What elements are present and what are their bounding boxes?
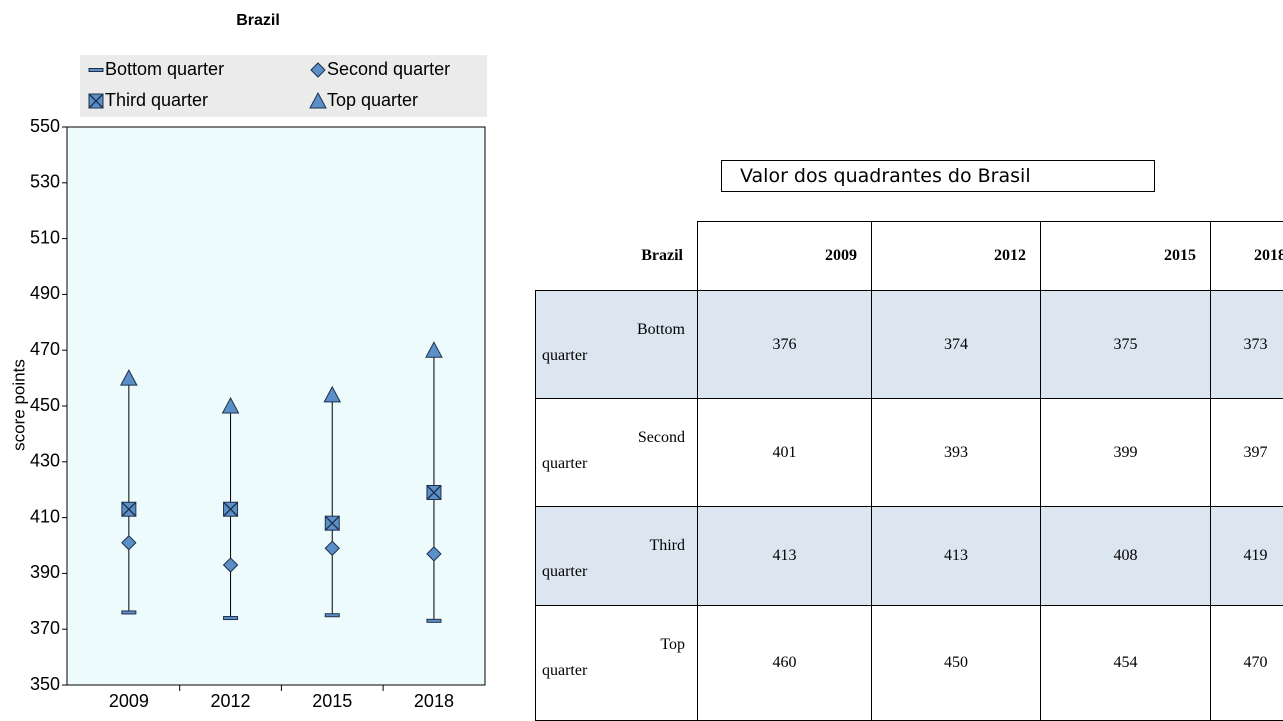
- row-header: Top quarter: [535, 605, 698, 721]
- table-cell: 460: [697, 605, 872, 721]
- table-cell: 408: [1040, 506, 1211, 606]
- point: [324, 613, 340, 618]
- plot-area: [66, 126, 486, 686]
- header-cell: Brazil: [535, 221, 698, 291]
- table-cell: 374: [871, 290, 1041, 399]
- point: [121, 501, 137, 517]
- legend-label: Top quarter: [327, 90, 418, 110]
- point: [121, 610, 137, 615]
- row-header: Second quarter: [535, 398, 698, 507]
- y-tick-label: 550: [30, 116, 60, 136]
- y-tick-label: 510: [30, 227, 60, 247]
- legend-marker-cross: [88, 93, 104, 109]
- row-header: Bottom quarter: [535, 290, 698, 399]
- legend-box: [80, 55, 487, 117]
- y-tick-label: 390: [30, 562, 60, 582]
- legend-label: Bottom quarter: [105, 59, 224, 79]
- row-label: quarter: [542, 563, 588, 580]
- point: [324, 515, 340, 531]
- y-tick-label: 530: [30, 172, 60, 192]
- y-tick-label: 490: [30, 283, 60, 303]
- point: [121, 535, 137, 551]
- point: [223, 616, 239, 621]
- chart-title: Brazil: [236, 12, 280, 29]
- table-cell: 393: [871, 398, 1041, 507]
- row-label: quarter: [542, 662, 588, 679]
- point-cross: [426, 485, 442, 500]
- header-cell: 2015: [1040, 221, 1211, 291]
- header-cell: 2012: [871, 221, 1041, 291]
- table-cell: 470: [1210, 605, 1283, 721]
- legend-label: Second quarter: [327, 59, 450, 79]
- point: [223, 501, 239, 517]
- row-label: Top: [660, 636, 685, 653]
- table-cell: 450: [871, 605, 1041, 721]
- row-header: Third quarter: [535, 506, 698, 606]
- row-label: quarter: [542, 347, 588, 364]
- point: [426, 618, 442, 623]
- table-cell: 373: [1210, 290, 1283, 399]
- header-cell: 2018: [1210, 221, 1283, 291]
- table-cell: 413: [697, 506, 872, 606]
- table-cell: 399: [1040, 398, 1211, 507]
- table-cell: 401: [697, 398, 872, 507]
- y-tick-label: 470: [30, 339, 60, 359]
- table-cell: 413: [871, 506, 1041, 606]
- point: [425, 341, 443, 358]
- y-tick-label: 350: [30, 674, 60, 694]
- row-label: Third: [649, 537, 685, 554]
- point: [120, 369, 138, 386]
- x-tick-label: 2018: [414, 691, 454, 711]
- legend-marker: [88, 68, 104, 72]
- table-cell: 454: [1040, 605, 1211, 721]
- point-cross: [324, 515, 340, 531]
- x-tick-label: 2015: [312, 691, 352, 711]
- legend-label: Third quarter: [105, 90, 208, 110]
- table-cell: 397: [1210, 398, 1283, 507]
- table-cell: 419: [1210, 506, 1283, 606]
- y-tick-label: 430: [30, 451, 60, 471]
- point-cross: [223, 501, 239, 517]
- x-tick-label: 2009: [109, 691, 149, 711]
- row-label: Bottom: [636, 321, 685, 338]
- y-tick-label: 450: [30, 395, 60, 415]
- row-label: quarter: [542, 455, 588, 472]
- y-tick-label: 370: [30, 618, 60, 638]
- legend-marker: [88, 93, 104, 109]
- point: [221, 396, 240, 414]
- point: [222, 557, 239, 573]
- point-cross: [121, 501, 137, 517]
- legend-marker: [309, 91, 327, 109]
- x-tick-label: 2012: [211, 691, 251, 711]
- table-title: Valor dos quadrantes do Brasil: [721, 160, 1155, 192]
- legend-marker: [310, 62, 326, 78]
- point: [323, 385, 342, 403]
- point: [426, 546, 442, 562]
- header-cell: 2009: [697, 221, 872, 291]
- table-cell: 375: [1040, 290, 1211, 399]
- y-tick-label: 410: [30, 506, 60, 526]
- point: [426, 484, 442, 500]
- point: [324, 540, 340, 556]
- y-axis-label: score points: [9, 359, 28, 451]
- table-cell: 376: [697, 290, 872, 399]
- row-label: Second: [637, 429, 685, 446]
